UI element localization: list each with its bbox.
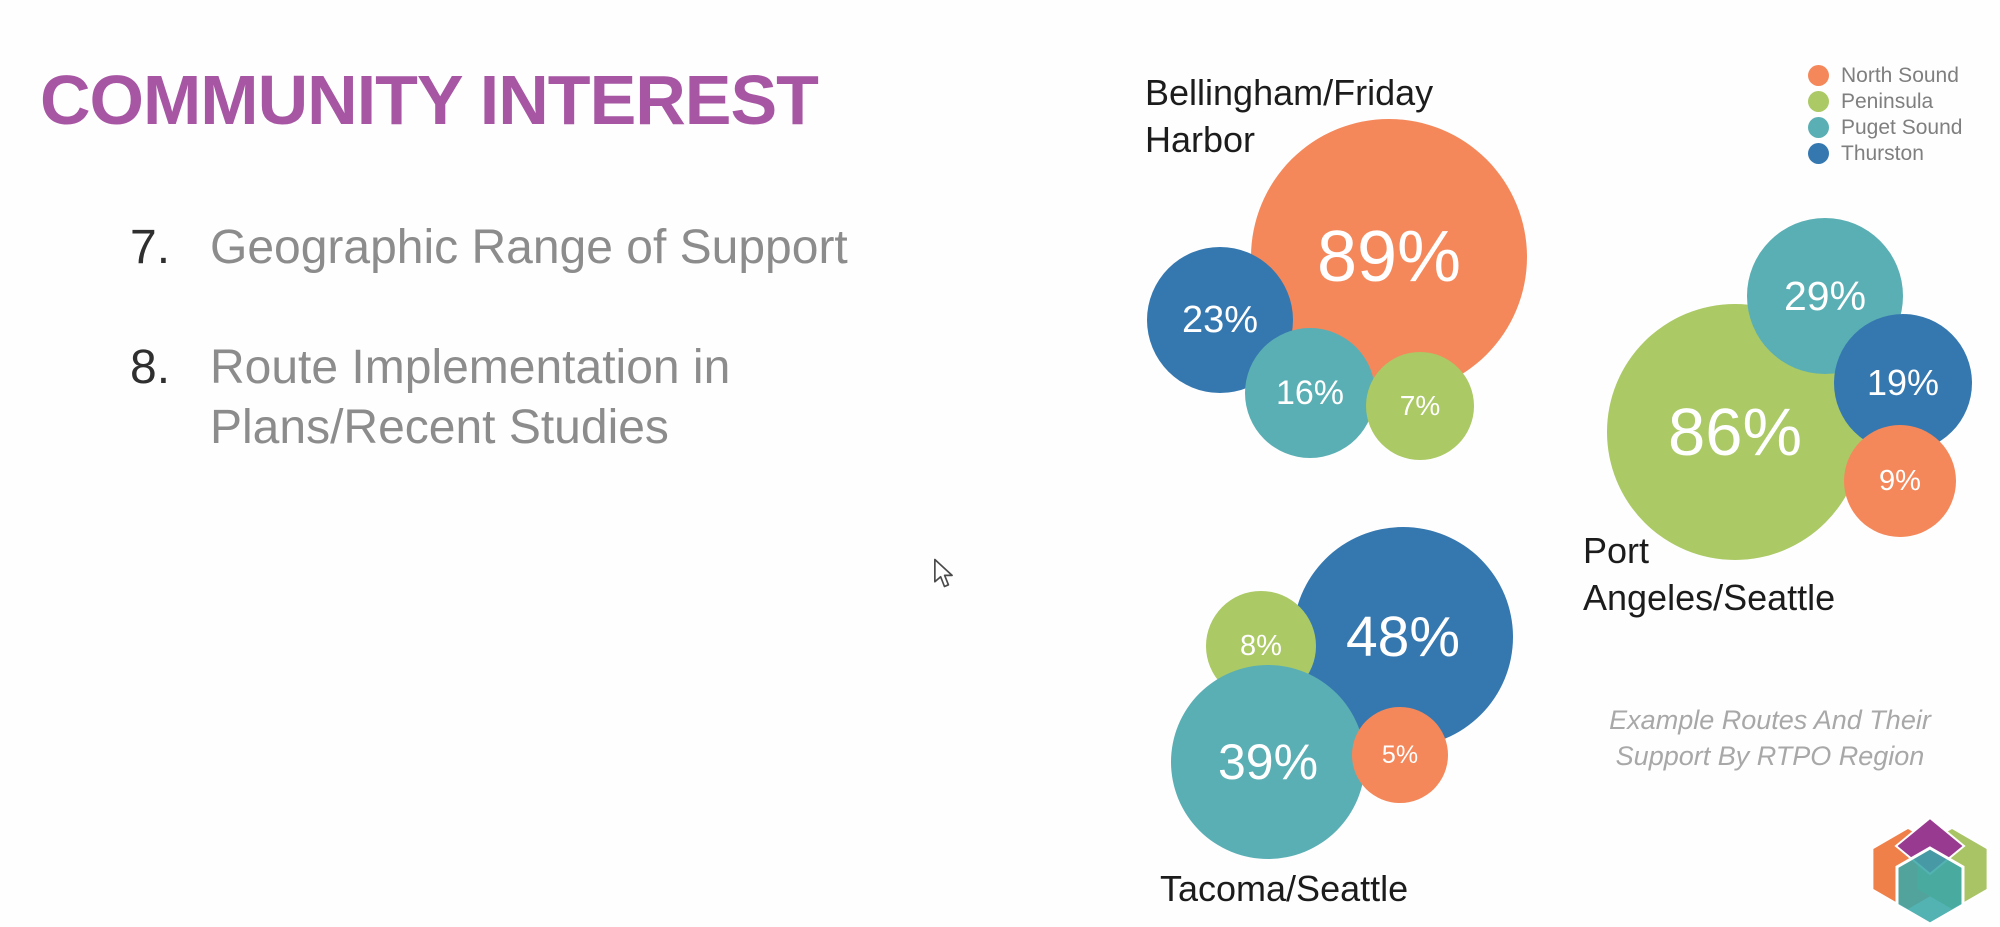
legend-dot-north-sound <box>1808 64 1829 86</box>
list-item-7-text: Geographic Range of Support <box>210 221 848 274</box>
legend-item-peninsula: Peninsula <box>1808 88 1962 114</box>
cluster-label-tacoma-seattle: Tacoma/Seattle <box>1160 868 1409 909</box>
legend-dot-thurston <box>1808 142 1829 164</box>
bubble-tacoma-seattle-puget-sound: 39% <box>1171 665 1365 859</box>
list-item-8-number: 8. <box>130 341 171 394</box>
legend-dot-peninsula <box>1808 90 1829 112</box>
mouse-cursor-icon <box>934 558 953 588</box>
legend-label: Peninsula <box>1841 89 1934 113</box>
list-item-7-number: 7. <box>130 221 171 274</box>
legend-item-puget-sound: Puget Sound <box>1808 114 1962 140</box>
page-title: COMMUNITY INTEREST <box>40 61 819 139</box>
cluster-label-bellingham-friday-harbor: Bellingham/Friday Harbor <box>1145 72 1434 160</box>
list-item-8-text: Route Implementation in Plans/Recent Stu… <box>210 341 731 454</box>
legend: North Sound Peninsula Puget Sound Thurston <box>1808 62 1962 166</box>
legend-item-thurston: Thurston <box>1808 140 1962 166</box>
legend-label: North Sound <box>1841 63 1959 87</box>
bubble-port-angeles-seattle-north-sound: 9% <box>1844 425 1956 537</box>
bubble-bellingham-friday-harbor-peninsula: 7% <box>1366 352 1474 460</box>
bubble-bellingham-friday-harbor-puget-sound: 16% <box>1245 328 1375 458</box>
legend-label: Puget Sound <box>1841 115 1963 139</box>
list-item-8: 8. Route Implementation in Plans/Recent … <box>130 338 730 458</box>
list-item-7: 7. Geographic Range of Support <box>130 218 848 278</box>
legend-item-north-sound: North Sound <box>1808 62 1962 88</box>
cluster-label-port-angeles-seattle: Port Angeles/Seattle <box>1583 530 1836 618</box>
cube-logo <box>1873 816 1987 924</box>
bubble-tacoma-seattle-north-sound: 5% <box>1352 707 1448 803</box>
cube-logo-front-face <box>1895 846 1965 924</box>
chart-caption: Example Routes And Their Support By RTPO… <box>1609 705 1931 772</box>
legend-label: Thurston <box>1841 141 1924 165</box>
legend-dot-puget-sound <box>1808 116 1829 138</box>
